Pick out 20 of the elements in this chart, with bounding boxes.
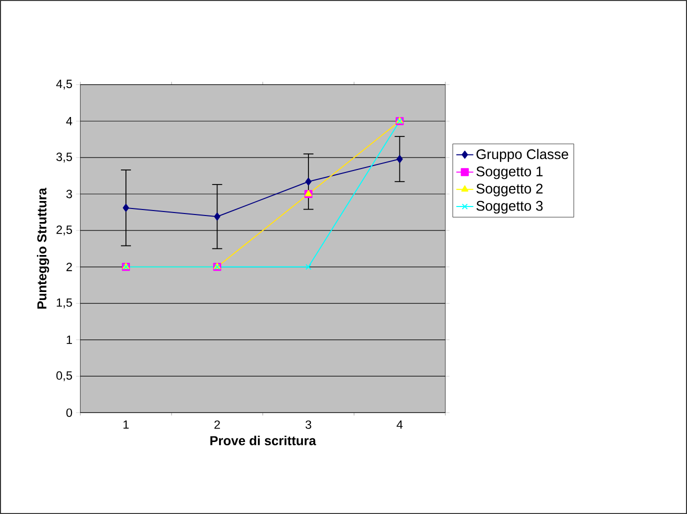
x-tick-label: 2 bbox=[214, 420, 220, 429]
y-axis-title: Punteggio Struttura bbox=[36, 188, 50, 309]
y-tick-label: 4 bbox=[66, 117, 72, 126]
y-tick-label: 2,5 bbox=[56, 226, 72, 236]
y-tick-label: 1 bbox=[66, 336, 72, 344]
legend-label: Soggetto 2 bbox=[476, 184, 543, 196]
y-tick-label: 2 bbox=[66, 262, 72, 272]
y-tick-label: 4,5 bbox=[56, 80, 72, 90]
x-tick-label: 1 bbox=[124, 420, 129, 429]
legend-label: Soggetto 3 bbox=[476, 200, 543, 214]
x-axis-title: Prove di scrittura bbox=[210, 436, 316, 446]
x-tick-label: 4 bbox=[396, 420, 403, 429]
x-tick-label: 3 bbox=[306, 420, 312, 429]
y-tick-label: 3,5 bbox=[56, 152, 72, 162]
y-tick-label: 3 bbox=[66, 190, 72, 198]
legend-label: Soggetto 1 bbox=[476, 166, 543, 180]
y-tick-label: 0 bbox=[66, 408, 72, 417]
legend-label: Gruppo Classe bbox=[476, 148, 568, 162]
y-tick-label: 1,5 bbox=[56, 298, 72, 308]
y-tick-label: 0,5 bbox=[56, 371, 72, 382]
